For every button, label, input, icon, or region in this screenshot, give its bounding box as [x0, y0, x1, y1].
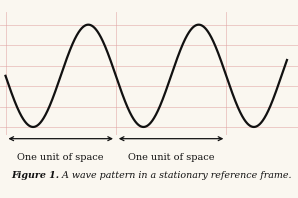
- Text: Figure 1.: Figure 1.: [11, 171, 59, 180]
- Text: One unit of space: One unit of space: [128, 153, 214, 162]
- Text: A wave pattern in a stationary reference frame.: A wave pattern in a stationary reference…: [59, 171, 291, 180]
- Text: One unit of space: One unit of space: [18, 153, 104, 162]
